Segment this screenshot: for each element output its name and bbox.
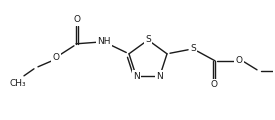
- Text: N: N: [156, 72, 163, 81]
- Text: O: O: [211, 80, 218, 89]
- Text: S: S: [190, 44, 196, 53]
- Text: O: O: [73, 15, 81, 24]
- Text: CH₃: CH₃: [10, 79, 26, 88]
- Text: O: O: [235, 56, 243, 65]
- Text: N: N: [133, 72, 140, 81]
- Text: O: O: [53, 53, 59, 62]
- Text: S: S: [145, 36, 151, 45]
- Text: NH: NH: [97, 37, 111, 46]
